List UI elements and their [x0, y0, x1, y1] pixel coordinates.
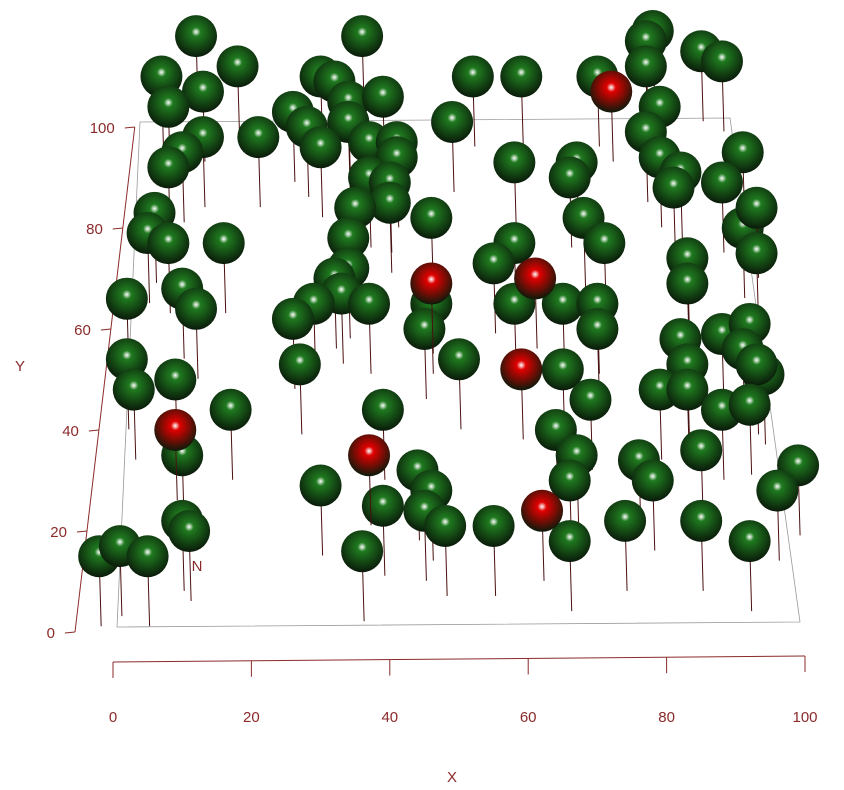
sphere — [175, 15, 218, 58]
y-tick-label: 20 — [50, 524, 67, 541]
y-tick-label: 80 — [86, 221, 103, 238]
sphere — [341, 15, 384, 58]
sphere — [604, 499, 647, 542]
y-tick — [124, 126, 135, 129]
sphere — [680, 499, 723, 542]
x-tick-label: 80 — [658, 709, 675, 726]
x-tick-label: 20 — [243, 709, 260, 726]
sphere — [493, 141, 536, 184]
sphere — [700, 40, 743, 83]
sphere — [147, 85, 190, 128]
sphere — [472, 504, 515, 547]
sphere — [271, 297, 314, 340]
sphere — [500, 55, 543, 98]
sphere — [299, 464, 342, 507]
sphere — [181, 70, 224, 113]
sphere — [175, 287, 218, 330]
sphere — [147, 222, 190, 265]
sphere — [666, 368, 709, 411]
sphere — [168, 510, 211, 552]
y-tick — [100, 328, 111, 331]
y-tick — [88, 429, 99, 432]
sphere — [680, 429, 723, 472]
sphere — [514, 257, 557, 300]
sphere — [652, 166, 695, 209]
sphere — [431, 100, 474, 143]
sphere — [728, 383, 771, 426]
sphere — [541, 348, 584, 391]
sphere — [410, 262, 453, 305]
sphere — [237, 116, 280, 159]
sphere — [576, 308, 619, 350]
sphere — [548, 156, 591, 199]
sphere — [735, 232, 778, 275]
sphere — [548, 459, 591, 502]
x-tick-label: 0 — [109, 709, 117, 726]
sphere — [521, 489, 564, 532]
sphere — [327, 217, 370, 260]
sphere — [361, 75, 404, 118]
y-tick-label: 0 — [47, 625, 55, 642]
sphere — [154, 358, 197, 401]
sphere — [278, 343, 321, 386]
annotation: N — [192, 558, 203, 575]
sphere — [361, 388, 404, 431]
sphere — [410, 196, 453, 239]
sphere — [112, 368, 155, 411]
y-tick-label: 100 — [90, 120, 115, 137]
sphere — [147, 146, 190, 189]
sphere — [341, 530, 384, 573]
x-tick-label: 60 — [520, 709, 537, 726]
sphere — [624, 45, 667, 88]
sphere — [126, 535, 169, 578]
x-tick-label: 100 — [792, 709, 817, 726]
sphere — [728, 520, 771, 563]
y-axis-label: Y — [15, 358, 25, 375]
sphere — [202, 222, 245, 265]
y-tick-label: 40 — [62, 423, 79, 440]
y-tick-label: 60 — [74, 322, 91, 339]
sphere — [631, 459, 674, 502]
y-tick — [76, 530, 88, 533]
sphere — [348, 282, 391, 325]
sphere — [424, 504, 467, 547]
sphere — [348, 434, 391, 477]
sphere — [548, 520, 591, 563]
x-axis-label: X — [447, 769, 457, 786]
y-tick — [112, 227, 123, 230]
x-tick-label: 40 — [381, 709, 398, 726]
sphere — [105, 277, 148, 320]
sphere — [735, 186, 778, 229]
sphere — [569, 378, 612, 421]
sphere — [154, 409, 197, 451]
sphere — [403, 308, 446, 350]
sphere — [451, 55, 494, 98]
sphere — [438, 338, 480, 381]
sphere — [472, 242, 515, 285]
sphere — [500, 348, 543, 391]
sphere — [735, 343, 778, 386]
sphere — [368, 181, 411, 224]
sphere — [666, 262, 709, 305]
sphere — [361, 484, 404, 527]
sphere — [590, 70, 633, 113]
sphere — [721, 131, 764, 174]
sphere — [756, 469, 799, 512]
y-tick — [64, 631, 76, 634]
sphere — [541, 282, 584, 325]
sphere — [700, 161, 743, 204]
sphere — [299, 126, 342, 169]
x-axis-line — [112, 655, 806, 663]
sphere — [216, 45, 259, 88]
sphere — [209, 388, 252, 431]
sphere — [583, 222, 626, 265]
